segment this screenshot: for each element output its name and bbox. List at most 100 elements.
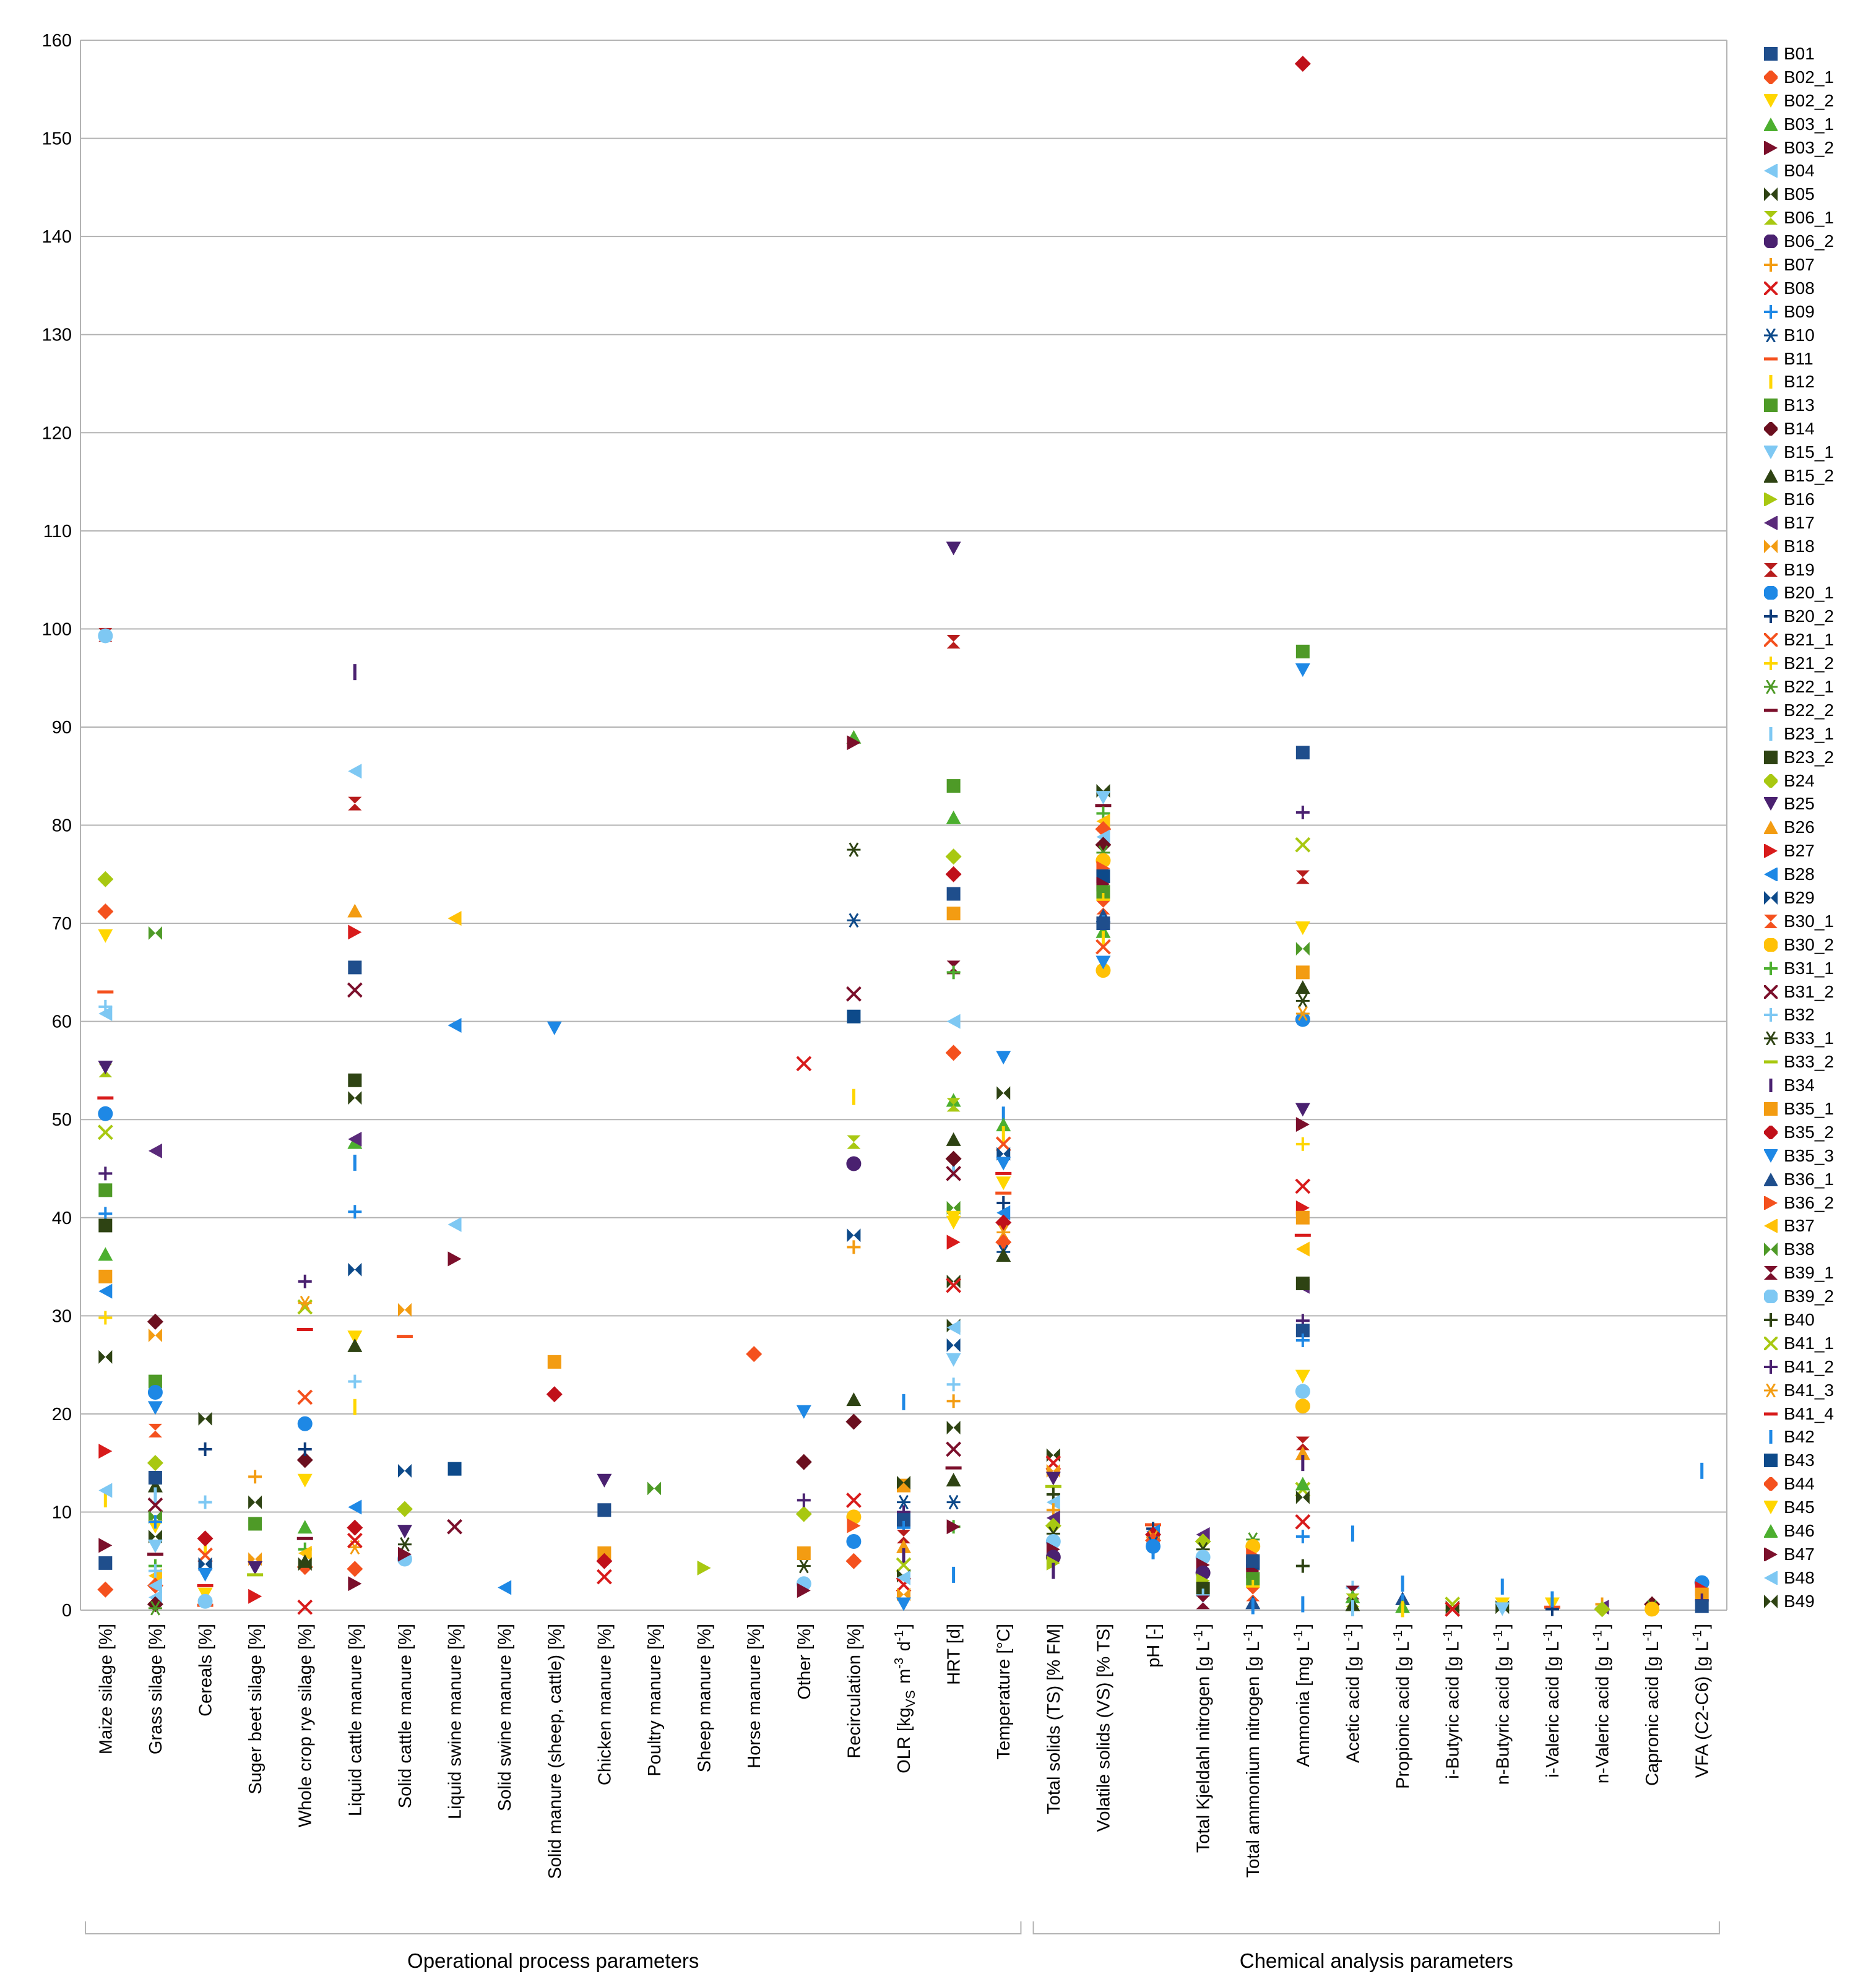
data-point [1295,1490,1310,1504]
data-point [347,1561,363,1577]
x-category-label: Other [%] [795,1624,815,1700]
x-category-label: Poultry manure [%] [645,1624,665,1777]
data-point [1295,1117,1310,1132]
legend-label: B15_2 [1784,465,1834,485]
legend-label: B43 [1784,1450,1815,1470]
legend-marker-icon [1764,1196,1778,1210]
data-point [1096,885,1110,899]
legend-marker [1764,937,1778,952]
legend-marker [1764,446,1778,460]
data-point [298,1295,312,1311]
legend-marker [1764,562,1778,577]
legend-marker-icon [1764,1524,1778,1538]
data-point [1295,746,1310,760]
data-point [347,1338,363,1352]
legend-item: B21_1 [1764,628,1875,652]
y-tick-label: 120 [42,423,72,443]
data-point [198,1557,212,1571]
x-category-label: i-Butyric acid [g L-1 ] [1442,1624,1463,1779]
legend-marker [1764,1336,1778,1350]
data-point [298,1546,312,1561]
legend-label: B17 [1784,512,1815,532]
data-point [946,887,961,901]
data-point [796,1405,811,1419]
group-label: Chemical analysis parameters [1240,1949,1513,1972]
data-point [996,1118,1011,1132]
y-tick-label: 150 [42,129,72,149]
data-point [946,810,961,824]
legend-item: B09 [1764,300,1875,324]
legend-marker-icon [1764,357,1778,361]
data-point [847,1240,861,1254]
legend-item: B22_1 [1764,675,1875,699]
data-points [97,56,1710,1618]
data-point [98,628,113,644]
legend-label: B34 [1784,1075,1815,1095]
data-point [1096,900,1110,915]
data-point [98,1166,113,1181]
data-point [1295,965,1310,980]
data-point [996,1205,1011,1220]
data-point [946,1320,961,1335]
data-point [1295,1137,1310,1151]
y-tick-label: 90 [52,718,72,738]
data-point [98,1207,113,1221]
data-point [348,1499,362,1515]
legend-item: B25 [1764,793,1875,816]
legend-marker [1764,492,1778,506]
legend-item: B02_2 [1764,89,1875,113]
data-point [348,1576,362,1592]
x-category-label: Whole crop rye silage [%] [296,1624,316,1827]
legend-marker-icon [1764,1360,1778,1374]
legend-marker [1764,1266,1778,1280]
data-point [198,1442,212,1456]
legend-marker [1764,1032,1778,1046]
legend-marker [1764,1290,1778,1304]
legend-item: B43 [1764,1449,1875,1472]
legend-item: B35_1 [1764,1097,1875,1121]
legend-marker-icon [1764,1243,1778,1257]
legend-item: B06_2 [1764,230,1875,253]
data-point [996,1196,1011,1210]
group-bracket [85,1921,1022,1934]
x-axis-labels: Maize silage [%] Grass silage [%] Cereals … [96,1624,1712,1879]
data-point [98,1538,113,1553]
legend-marker [1764,93,1778,108]
legend-label: B23_1 [1784,723,1834,743]
data-point [1295,1530,1310,1544]
x-category-label: Ammonia [mg L-1 ] [1292,1624,1313,1767]
data-point [845,1413,862,1430]
data-point [946,1441,962,1457]
legend-marker-icon [1764,515,1778,530]
data-point [148,1578,162,1593]
legend-label: B49 [1784,1591,1815,1611]
data-point [147,1539,163,1553]
legend-item: B15_2 [1764,464,1875,488]
data-point [1295,1476,1310,1491]
x-category-label: Horse manure [%] [745,1624,764,1769]
legend-marker [1764,422,1778,436]
data-point [447,911,462,926]
data-point [1594,1601,1610,1618]
legend-marker [1764,610,1778,624]
data-point [846,1392,862,1407]
data-point [1095,837,1112,853]
legend-marker-icon [1764,70,1778,84]
legend-item: B18 [1764,535,1875,558]
legend-marker [1764,679,1778,694]
legend-marker [1764,1149,1778,1163]
data-point [498,1580,512,1595]
x-category-label: i-Valeric acid [g L-1 ] [1541,1624,1563,1778]
data-point [946,1377,961,1392]
legend-item: B36_1 [1764,1168,1875,1191]
legend-item: B12 [1764,370,1875,394]
legend-marker [1764,844,1778,858]
data-point [147,1478,163,1493]
data-point [297,1599,313,1615]
legend-marker [1764,985,1778,999]
y-axis: 0 10 20 30 40 50 60 70 80 90 100 110 120 130 140 150 160 [42,31,72,1621]
legend-item: B32 [1764,1004,1875,1027]
legend-marker [1764,1524,1778,1538]
legend-marker-icon [1769,726,1773,741]
data-point [297,1473,313,1488]
